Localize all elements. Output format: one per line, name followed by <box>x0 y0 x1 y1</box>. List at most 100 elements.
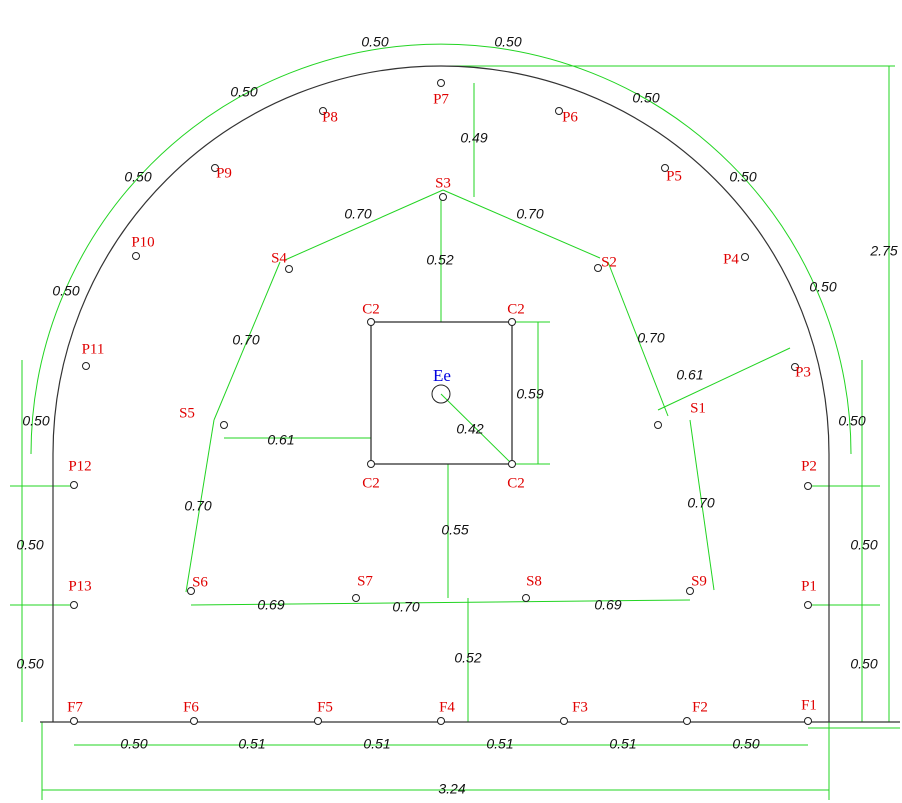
dimension-label: 0.50 <box>124 169 151 185</box>
hole-label: P11 <box>82 341 105 357</box>
blast-hole <box>190 717 198 725</box>
arc-dimension <box>30 43 852 455</box>
dimension-label: 0.42 <box>456 421 483 437</box>
dimension-label: 0.59 <box>516 386 543 402</box>
blast-hole <box>654 421 662 429</box>
hole-label: P12 <box>68 458 91 474</box>
hole-label: F7 <box>67 699 83 715</box>
hole-label: S9 <box>691 573 707 589</box>
hole-label: S2 <box>601 254 617 270</box>
dim-line <box>657 347 791 411</box>
blast-hole <box>555 107 563 115</box>
hole-label: P1 <box>801 578 817 594</box>
dimension-label: 0.50 <box>729 169 756 185</box>
dimension-label: 0.50 <box>809 279 836 295</box>
blast-hole <box>439 193 447 201</box>
blast-hole <box>804 717 812 725</box>
dimension-label: 0.70 <box>392 599 419 615</box>
blast-hole <box>686 587 694 595</box>
hole-label: S4 <box>271 250 287 266</box>
dimension-label: 0.55 <box>441 522 468 538</box>
dimension-label: 0.50 <box>494 34 521 50</box>
blast-hole <box>804 601 812 609</box>
dimension-label: 0.50 <box>732 736 759 752</box>
blast-hole <box>367 460 375 468</box>
dim-line <box>440 393 513 465</box>
hole-label: C2 <box>362 475 380 491</box>
hole-label: F1 <box>801 697 817 713</box>
dimension-label: 3.24 <box>438 781 465 797</box>
cut-square <box>370 321 513 465</box>
dimension-label: 0.50 <box>22 413 49 429</box>
hole-label: S1 <box>690 400 706 416</box>
hole-label: S3 <box>435 175 451 191</box>
dimension-label: 0.70 <box>637 330 664 346</box>
hole-label: P10 <box>131 234 154 250</box>
dim-line <box>442 189 601 259</box>
dimension-label: 0.69 <box>257 597 284 613</box>
blast-hole <box>683 717 691 725</box>
hole-label: F2 <box>692 699 708 715</box>
blast-hole <box>367 318 375 326</box>
hole-label: P13 <box>68 578 91 594</box>
dimension-label: 0.69 <box>594 597 621 613</box>
tunnel-outline <box>40 65 900 723</box>
dimension-label: 0.52 <box>454 650 481 666</box>
blast-hole <box>132 252 140 260</box>
center-circle <box>431 384 451 404</box>
blast-hole <box>70 717 78 725</box>
dimension-lines <box>10 43 900 800</box>
dim-line <box>607 261 669 417</box>
blast-hole <box>437 79 445 87</box>
blast-hole <box>594 264 602 272</box>
dimension-label: 0.70 <box>184 498 211 514</box>
hole-label: F3 <box>572 699 588 715</box>
hole-label: F5 <box>317 699 333 715</box>
dimension-label: 0.61 <box>267 432 294 448</box>
blast-hole <box>70 601 78 609</box>
blast-hole <box>211 164 219 172</box>
dimension-label: 0.51 <box>363 736 390 752</box>
dimension-label: 0.50 <box>361 34 388 50</box>
hole-label: P3 <box>795 364 811 380</box>
dimension-label: 0.52 <box>426 252 453 268</box>
hole-label: S7 <box>357 573 373 589</box>
center-label: Ee <box>433 366 451 385</box>
dimension-label: 0.50 <box>850 656 877 672</box>
blast-hole <box>314 717 322 725</box>
hole-label: P4 <box>723 251 739 267</box>
dimension-label: 0.51 <box>609 736 636 752</box>
hole-label: P5 <box>666 168 682 184</box>
blast-hole <box>82 362 90 370</box>
blast-hole <box>804 482 812 490</box>
dimension-label: 0.70 <box>232 332 259 348</box>
hole-label: C2 <box>362 301 380 317</box>
hole-label: P7 <box>433 91 449 107</box>
hole-label: C2 <box>507 301 525 317</box>
dimension-label: 2.75 <box>869 243 897 259</box>
blast-hole <box>508 318 516 326</box>
dimension-label: 0.50 <box>850 537 877 553</box>
dimension-label: 0.50 <box>838 413 865 429</box>
hole-label: S6 <box>192 574 208 590</box>
dimension-label: 0.50 <box>632 90 659 106</box>
blast-hole <box>791 363 799 371</box>
dim-line <box>213 261 281 421</box>
blast-hole <box>508 460 516 468</box>
hole-label: P2 <box>801 458 817 474</box>
hole-label: F6 <box>183 699 199 715</box>
dim-line <box>689 419 715 591</box>
tunnel-profile <box>52 65 830 722</box>
dimension-label: 0.51 <box>238 736 265 752</box>
dimension-label: 0.50 <box>52 283 79 299</box>
blast-hole <box>187 587 195 595</box>
dim-line <box>190 599 691 606</box>
dimension-label: 0.50 <box>120 736 147 752</box>
dimension-label: 0.70 <box>344 206 371 222</box>
blast-hole <box>437 717 445 725</box>
dimension-label: 0.61 <box>676 367 703 383</box>
dimension-label: 0.50 <box>230 84 257 100</box>
blast-hole <box>560 717 568 725</box>
